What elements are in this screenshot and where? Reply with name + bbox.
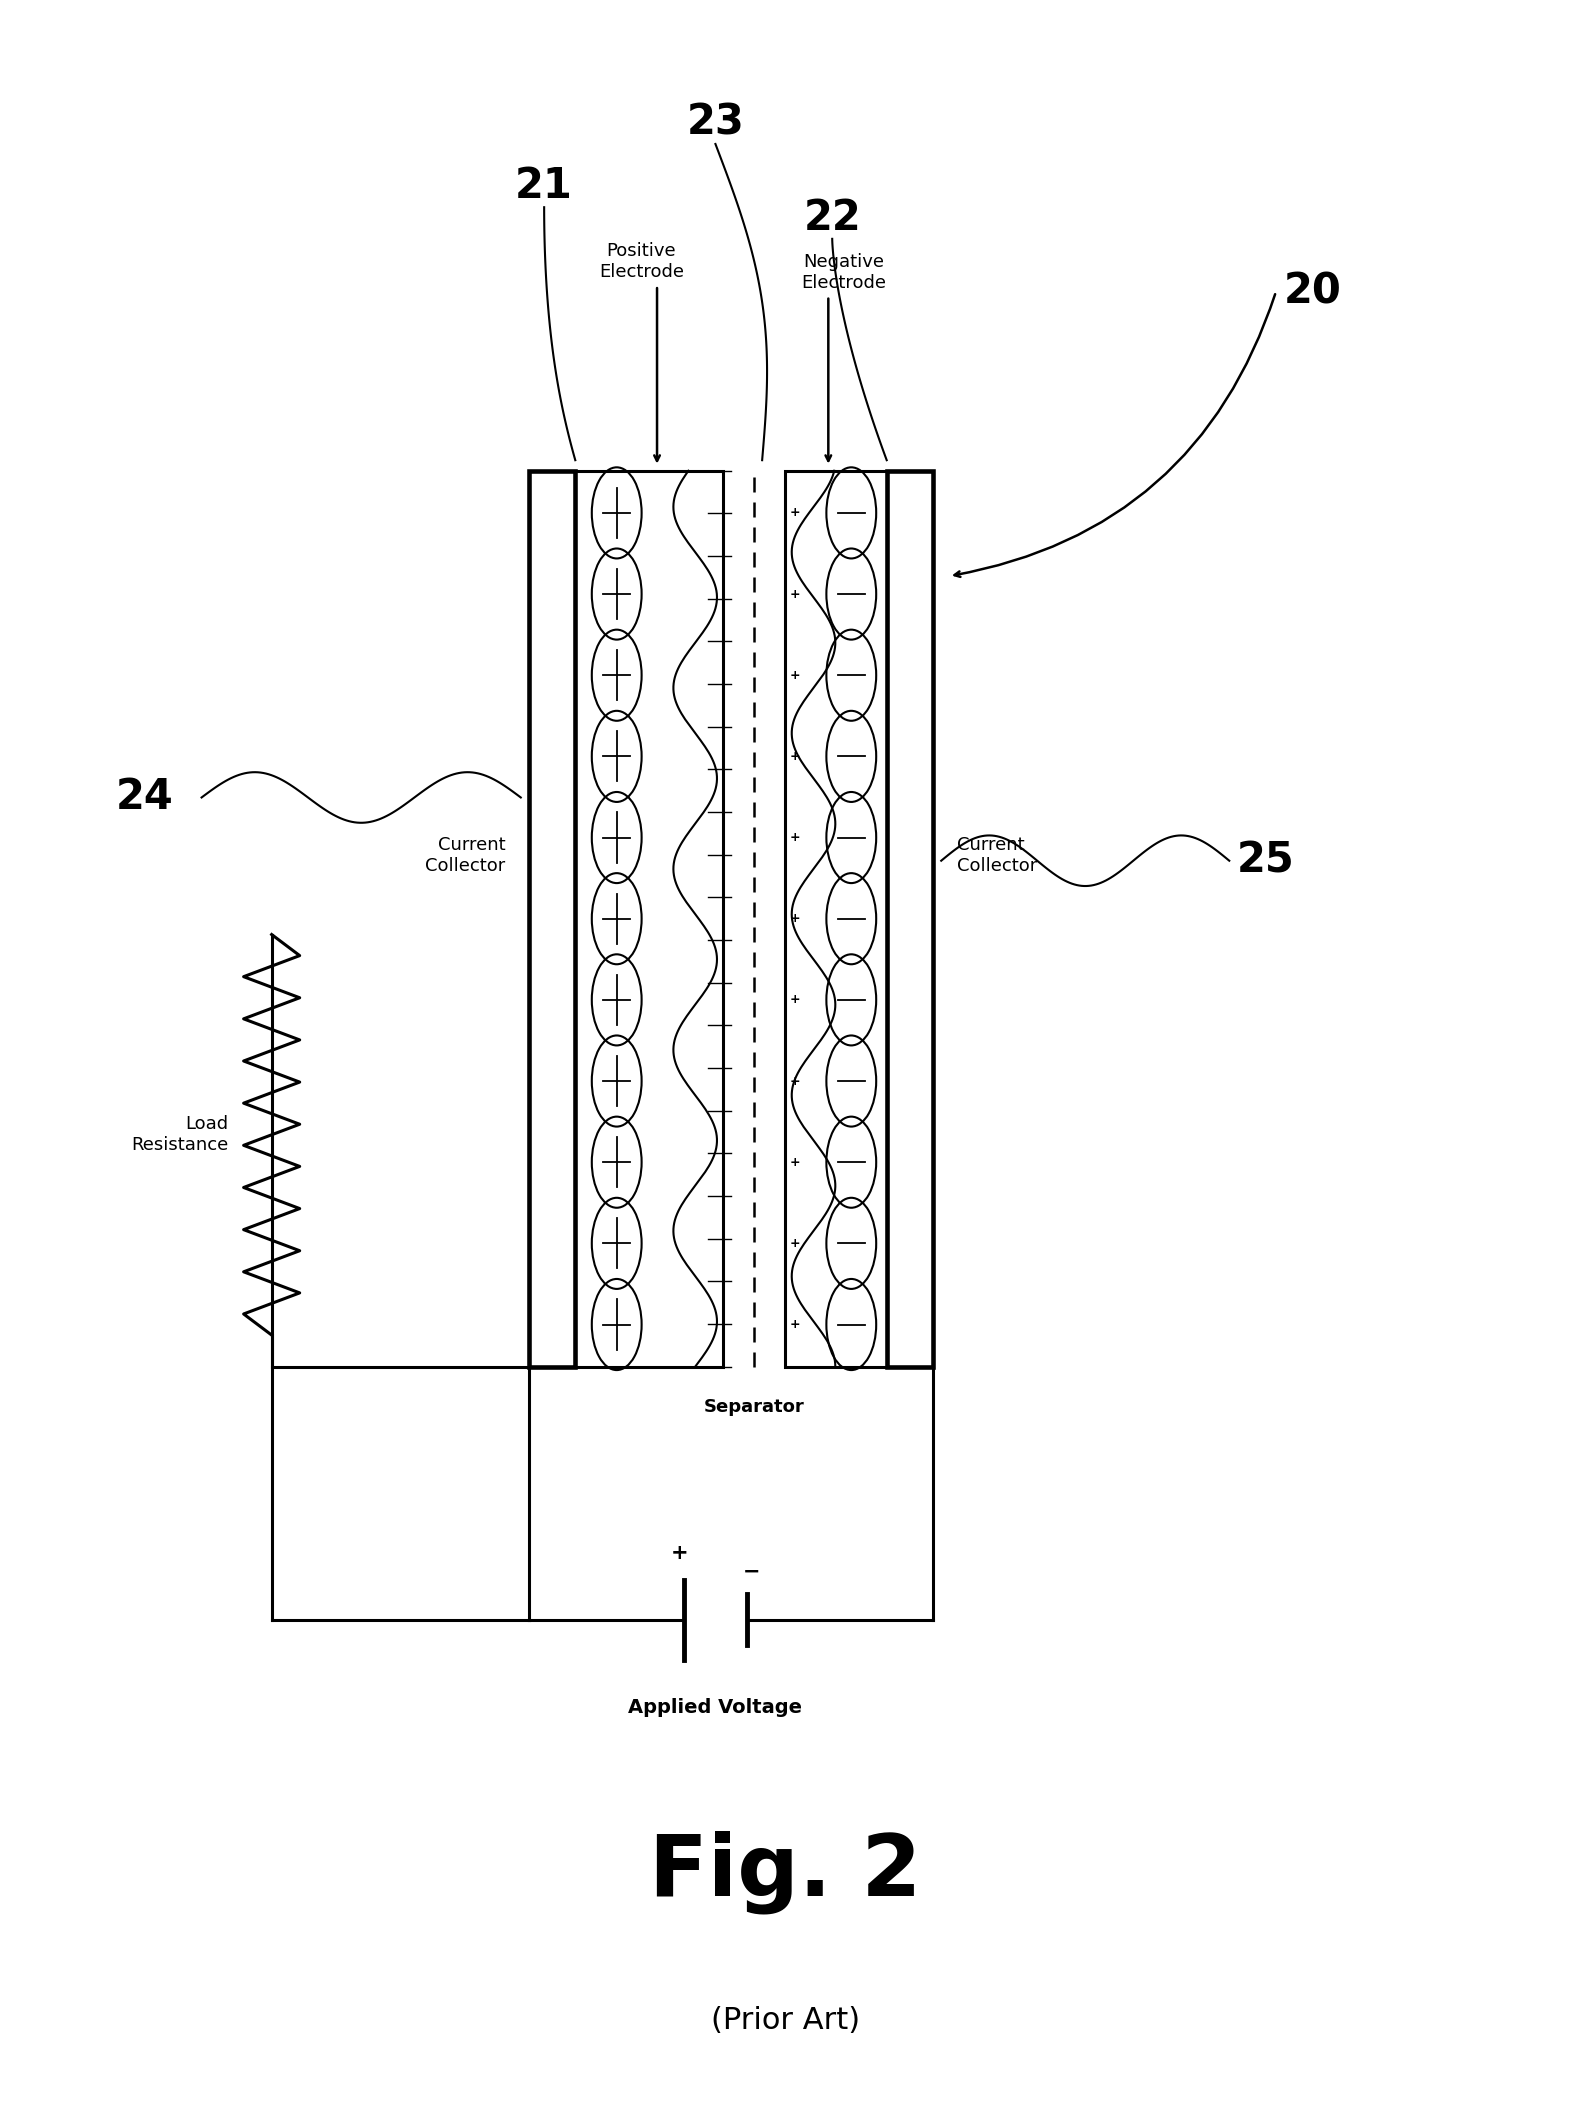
Text: 22: 22 bbox=[803, 197, 861, 240]
Text: Applied Voltage: Applied Voltage bbox=[628, 1698, 803, 1717]
Text: +: + bbox=[790, 1237, 800, 1250]
Text: +: + bbox=[671, 1543, 688, 1562]
Text: Current
Collector: Current Collector bbox=[426, 836, 506, 874]
Text: −: − bbox=[743, 1562, 760, 1581]
Text: +: + bbox=[790, 588, 800, 601]
Text: Negative
Electrode: Negative Electrode bbox=[801, 253, 886, 291]
Text: Load
Resistance: Load Resistance bbox=[130, 1116, 228, 1154]
Text: Fig. 2: Fig. 2 bbox=[649, 1831, 922, 1914]
Text: 21: 21 bbox=[515, 166, 573, 208]
Text: +: + bbox=[790, 507, 800, 520]
Text: Positive
Electrode: Positive Electrode bbox=[599, 242, 683, 280]
Text: +: + bbox=[790, 912, 800, 925]
Bar bbox=[575, 471, 723, 1367]
Text: 25: 25 bbox=[1236, 840, 1295, 883]
Text: +: + bbox=[790, 832, 800, 845]
Text: Current
Collector: Current Collector bbox=[957, 836, 1037, 874]
Text: +: + bbox=[790, 1318, 800, 1330]
Text: +: + bbox=[790, 668, 800, 681]
Bar bbox=[786, 471, 886, 1367]
Text: +: + bbox=[790, 1156, 800, 1169]
Bar bbox=[886, 471, 933, 1367]
Text: Separator: Separator bbox=[704, 1398, 804, 1415]
Text: 24: 24 bbox=[116, 777, 174, 819]
Text: 20: 20 bbox=[1284, 269, 1342, 312]
Text: 23: 23 bbox=[687, 102, 745, 144]
Text: +: + bbox=[790, 749, 800, 764]
Text: (Prior Art): (Prior Art) bbox=[712, 2005, 859, 2035]
Text: +: + bbox=[790, 1074, 800, 1089]
Bar bbox=[528, 471, 575, 1367]
Text: +: + bbox=[790, 993, 800, 1006]
